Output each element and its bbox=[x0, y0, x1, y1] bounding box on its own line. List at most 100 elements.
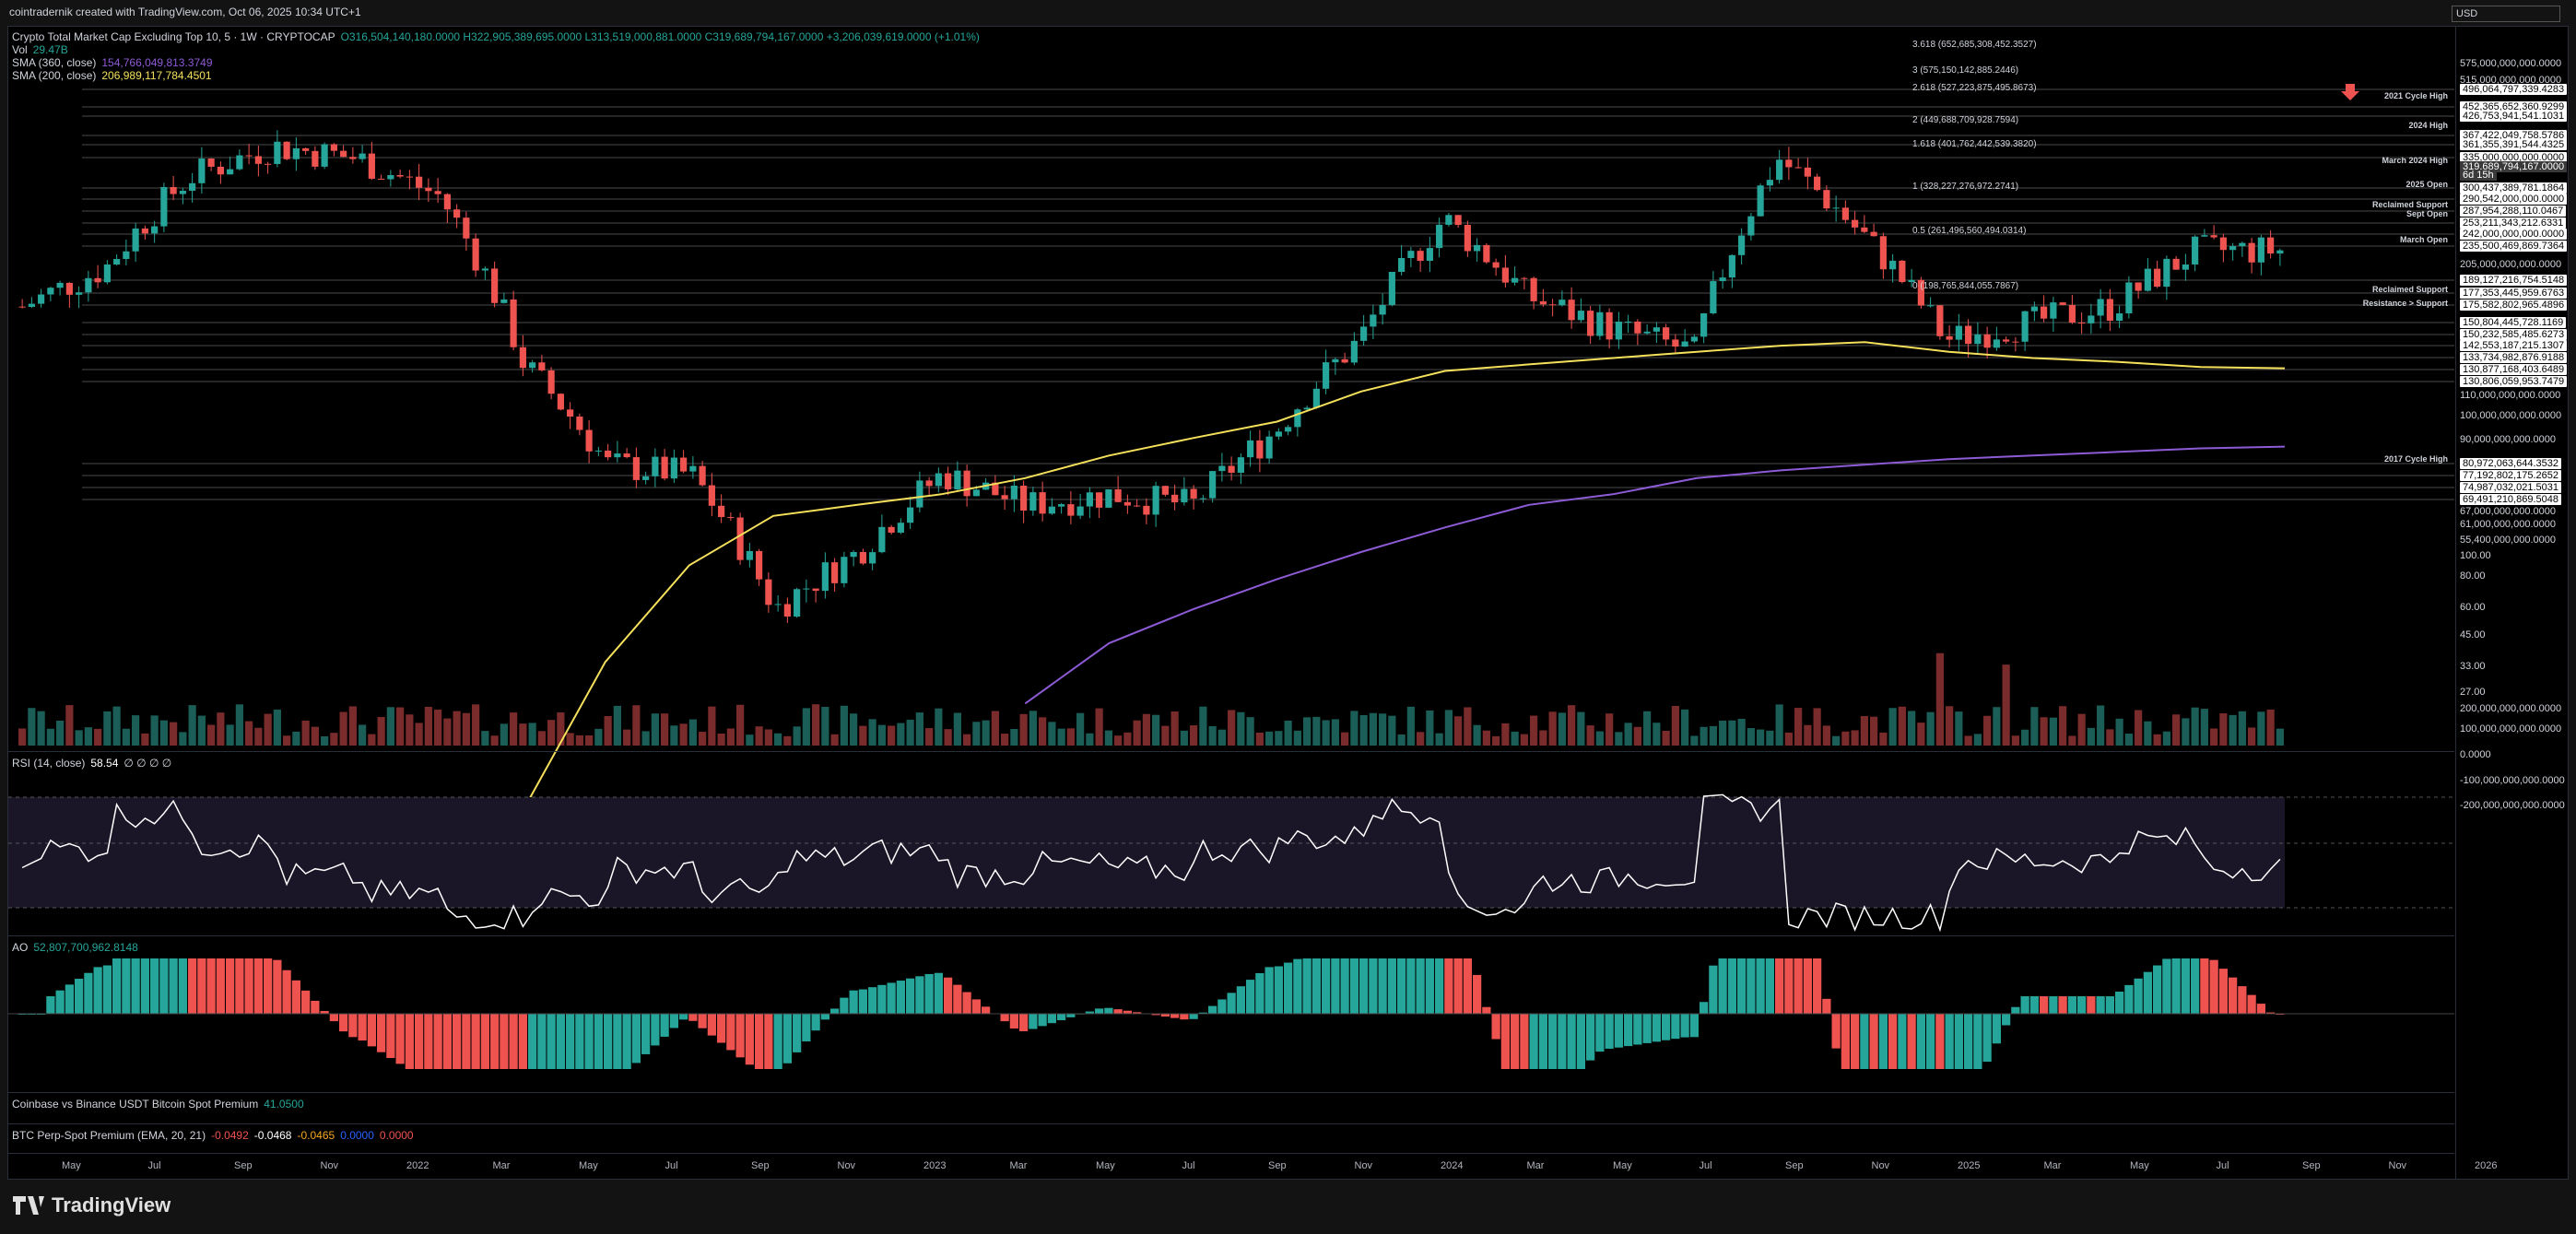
ao-bar bbox=[2209, 959, 2218, 1014]
volume-bar bbox=[613, 705, 621, 746]
fib-annotation[interactable]: 1 (328,227,276,972.2741) bbox=[1912, 182, 2019, 192]
ao-bar bbox=[1406, 958, 1416, 1014]
pane-separator[interactable] bbox=[8, 751, 2454, 752]
price-label: 189,127,216,754.5148 bbox=[2460, 275, 2568, 286]
price-label: 150,232,585,485.6273 bbox=[2460, 329, 2568, 340]
symbol-title[interactable]: Crypto Total Market Cap Excluding Top 10… bbox=[12, 30, 335, 43]
ao-bar bbox=[1473, 974, 1482, 1014]
candle-body bbox=[1001, 495, 1008, 499]
volume-bar bbox=[1170, 711, 1179, 746]
pane-separator[interactable] bbox=[8, 1153, 2454, 1154]
currency-selector[interactable]: USD bbox=[2452, 6, 2560, 22]
chart-canvas[interactable] bbox=[8, 27, 2454, 1179]
fib-annotation[interactable]: 3 (575,150,142,885.2446) bbox=[1912, 65, 2019, 76]
candle-body bbox=[1738, 235, 1746, 255]
candle-body bbox=[1870, 231, 1877, 237]
volume-bar bbox=[859, 725, 867, 746]
level-annotation[interactable]: March Open bbox=[2399, 235, 2448, 244]
chart-frame[interactable]: Crypto Total Market Cap Excluding Top 10… bbox=[7, 26, 2569, 1180]
candle-body bbox=[1020, 486, 1028, 511]
candle-body bbox=[945, 473, 952, 489]
volume-bar bbox=[802, 708, 810, 746]
x-tick-label: Jul bbox=[147, 1160, 161, 1171]
level-annotation[interactable]: March 2024 High bbox=[2382, 156, 2448, 165]
ao-bar bbox=[924, 973, 934, 1014]
volume-bar bbox=[2162, 731, 2170, 746]
volume-bar bbox=[699, 732, 707, 746]
price-label: 253,211,343,212.6331 bbox=[2460, 217, 2567, 229]
candle-body bbox=[878, 526, 886, 553]
candle-body bbox=[1350, 340, 1358, 363]
volume-bar bbox=[1237, 711, 1245, 746]
level-annotation[interactable]: Resistance > Support bbox=[2362, 299, 2448, 308]
volume-bar bbox=[1888, 708, 1897, 746]
candle-body bbox=[916, 480, 923, 508]
level-annotation[interactable]: Sept Open bbox=[2405, 209, 2448, 218]
candle-body bbox=[1568, 300, 1575, 321]
candle-body bbox=[859, 551, 866, 564]
candle-body bbox=[821, 562, 829, 592]
level-annotation[interactable]: Reclaimed Support bbox=[2371, 200, 2448, 209]
ao-bar bbox=[1312, 958, 1321, 1014]
sma360-label: SMA (360, close) bbox=[12, 56, 97, 69]
volume-bar bbox=[1322, 720, 1330, 746]
level-annotation[interactable]: 2024 High bbox=[2408, 121, 2448, 130]
volume-bar bbox=[434, 709, 442, 746]
price-scale[interactable]: 575,000,000,000.0000 515,000,000,000.0000… bbox=[2455, 27, 2569, 1179]
candle-body bbox=[1143, 505, 1150, 515]
volume-bar bbox=[1784, 732, 1793, 746]
pane-separator[interactable] bbox=[8, 1092, 2454, 1093]
volume-bar bbox=[1265, 731, 1274, 746]
vol-label: Vol bbox=[12, 43, 28, 56]
ao-bar bbox=[2256, 1004, 2265, 1014]
level-annotation[interactable]: Reclaimed Support bbox=[2371, 285, 2448, 294]
ao-bar bbox=[1160, 1014, 1170, 1017]
fib-annotation[interactable]: 2 (449,688,709,928.7594) bbox=[1912, 115, 2019, 125]
candle-body bbox=[1823, 190, 1830, 209]
x-tick-label: Nov bbox=[2388, 1160, 2407, 1171]
volume-bar bbox=[122, 728, 130, 746]
ao-bar bbox=[2115, 992, 2124, 1014]
x-tick-label: Mar bbox=[1526, 1160, 1545, 1171]
rsi-line bbox=[21, 793, 2281, 933]
fib-annotation[interactable]: 0.5 (261,496,560,494.0314) bbox=[1912, 226, 2027, 236]
price-label: 45.00 bbox=[2460, 629, 2486, 641]
ao-bar bbox=[1284, 962, 1293, 1014]
candle-body bbox=[2106, 299, 2113, 322]
fib-annotation[interactable]: 2.618 (527,223,875,495.8673) bbox=[1912, 83, 2037, 93]
candle-body bbox=[567, 409, 574, 417]
perp-legend: BTC Perp-Spot Premium (EMA, 20, 21) -0.04… bbox=[12, 1129, 419, 1142]
ao-bar bbox=[1227, 993, 1236, 1014]
candle-body bbox=[642, 476, 650, 480]
volume-bar bbox=[330, 733, 338, 746]
level-annotation[interactable]: 2021 Cycle High bbox=[2383, 91, 2448, 100]
candle-body bbox=[1218, 465, 1226, 472]
fib-annotation[interactable]: 3.618 (652,685,308,452.3527) bbox=[1912, 40, 2037, 50]
fib-annotation[interactable]: 1.618 (401,762,442,539.3820) bbox=[1912, 139, 2037, 149]
ao-bar bbox=[264, 958, 273, 1014]
ao-bar bbox=[1652, 1014, 1661, 1042]
candle-body bbox=[453, 209, 461, 218]
pane-separator[interactable] bbox=[8, 935, 2454, 936]
volume-bar bbox=[1595, 731, 1604, 746]
candle-body bbox=[2003, 339, 2010, 342]
pane-separator[interactable] bbox=[8, 1123, 2454, 1124]
level-annotation[interactable]: 2025 Open bbox=[2405, 180, 2448, 189]
candle-body bbox=[1181, 488, 1188, 503]
ao-bar bbox=[622, 1014, 631, 1069]
price-label: 74,987,032,021.5031 bbox=[2460, 482, 2561, 493]
candle-body bbox=[1672, 339, 1679, 347]
candle-body bbox=[198, 159, 206, 183]
volume-bar bbox=[415, 723, 423, 746]
ao-bar bbox=[178, 958, 187, 1014]
ao-bar bbox=[1349, 958, 1359, 1014]
candle-body bbox=[1303, 407, 1311, 410]
candle-body bbox=[1086, 492, 1093, 507]
ao-bar bbox=[1624, 1014, 1633, 1047]
rsi-band bbox=[8, 797, 2285, 908]
candle-body bbox=[1067, 504, 1075, 516]
level-annotation[interactable]: 2017 Cycle High bbox=[2383, 454, 2448, 464]
ao-bar bbox=[405, 1014, 414, 1069]
ao-bar bbox=[2058, 996, 2067, 1014]
fib-annotation[interactable]: 0 (198,765,844,055.7867) bbox=[1912, 281, 2019, 291]
